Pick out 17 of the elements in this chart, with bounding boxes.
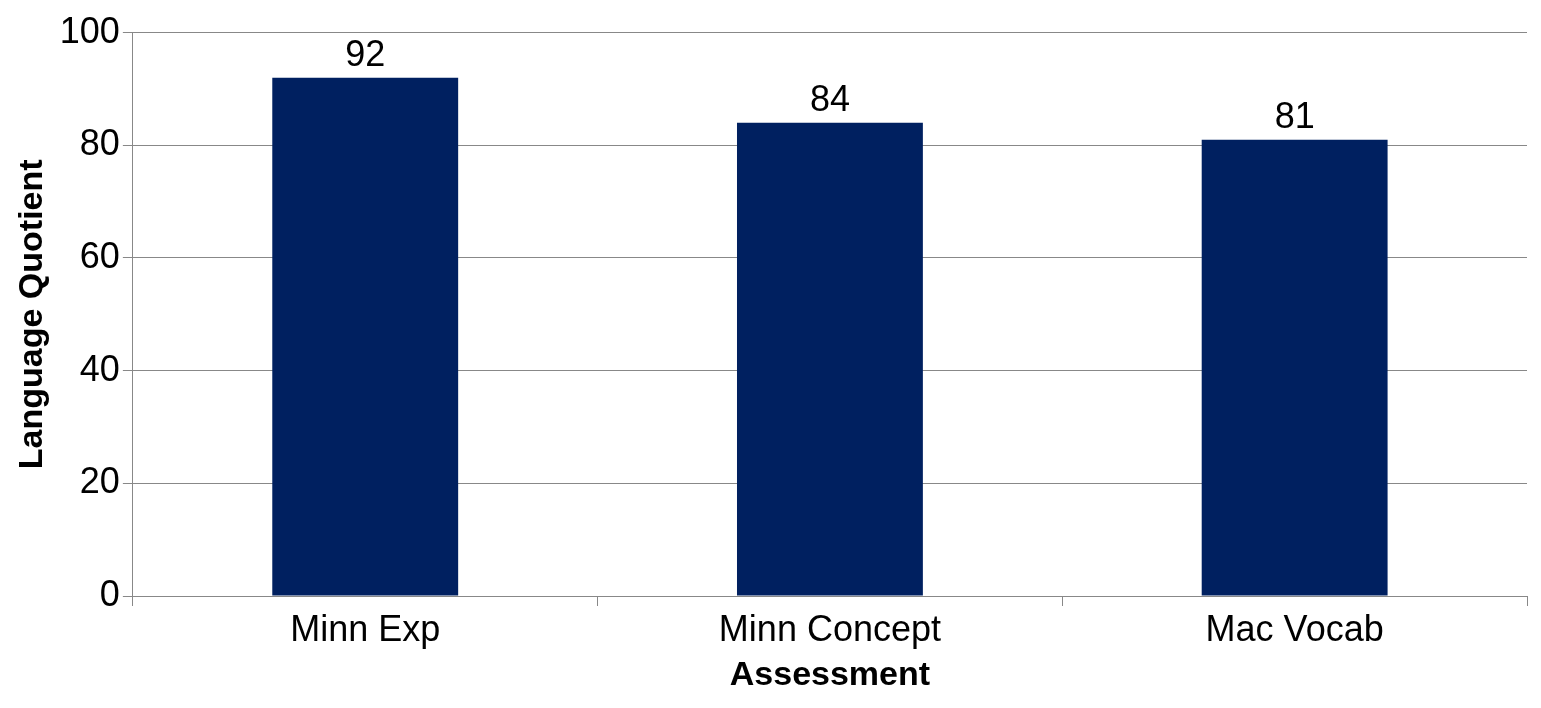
data-label: 84	[809, 77, 850, 119]
y-tick-label: 100	[59, 9, 120, 51]
bar	[1201, 139, 1388, 596]
y-axis-title: Language Quotient	[10, 159, 49, 470]
y-tick-label: 40	[79, 347, 120, 389]
y-tick-label: 60	[79, 234, 120, 276]
y-tick-label: 20	[79, 460, 120, 502]
bar	[272, 77, 459, 596]
y-tick-label: 0	[99, 572, 120, 614]
x-tick-label: Minn Exp	[290, 607, 441, 649]
x-tick-label: Minn Concept	[718, 607, 941, 649]
x-axis-title: Assessment	[729, 653, 931, 692]
y-tick-label: 80	[79, 122, 120, 164]
x-tick-label: Mac Vocab	[1205, 607, 1384, 649]
bar	[736, 122, 923, 596]
data-label: 92	[345, 32, 386, 74]
data-label: 81	[1274, 94, 1315, 136]
